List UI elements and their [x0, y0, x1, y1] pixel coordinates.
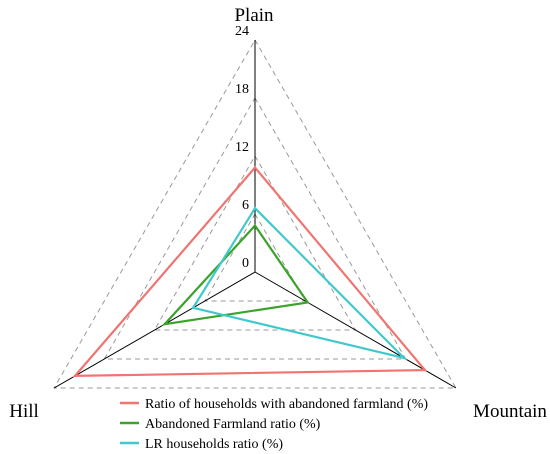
series-polygon-1 [161, 223, 310, 326]
tick-label-24: 24 [235, 24, 249, 39]
radar-series [72, 165, 428, 378]
data-point-2-mountain [402, 356, 406, 360]
legend-label-abandoned-households: Ratio of households with abandoned farml… [145, 397, 428, 412]
legend-label-lr-households: LR households ratio (%) [145, 437, 283, 452]
data-point-2-plain [253, 207, 257, 210]
legend-item-lr-households: LR households ratio (%) [120, 437, 283, 452]
legend-item-abandoned-farmland: Abandoned Farmland ratio (%) [120, 417, 321, 432]
tick-label-12: 12 [235, 140, 249, 155]
grid-ring-24 [53, 38, 457, 389]
tick-label-6: 6 [242, 198, 249, 213]
axis-label-mountain: Mountain [473, 401, 547, 422]
legend: Ratio of households with abandoned farml… [120, 397, 428, 452]
legend-item-abandoned-households: Ratio of households with abandoned farml… [120, 397, 428, 412]
tick-label-0: 0 [242, 256, 249, 271]
radar-grid [53, 38, 457, 389]
legend-label-abandoned-farmland: Abandoned Farmland ratio (%) [145, 417, 321, 432]
data-point-1-mountain [306, 301, 309, 304]
data-point-1-hill [163, 323, 166, 326]
grid-ring-18 [103, 97, 407, 360]
data-point-0-plain [253, 166, 257, 169]
series-polygon-0 [72, 165, 428, 378]
tick-label-18: 18 [235, 82, 249, 97]
data-point-0-hill [73, 374, 77, 378]
axis-label-plain: Plain [234, 5, 274, 26]
radial-tick-labels: 0 6 12 18 24 [235, 24, 249, 271]
data-point-2-hill [191, 306, 195, 309]
series-polygon-2 [191, 206, 408, 360]
axis-label-hill: Hill [9, 401, 39, 422]
grid-ring-12 [153, 155, 357, 331]
axis-line-hill [53, 271, 256, 389]
data-point-0-mountain [423, 368, 427, 372]
data-point-1-plain [253, 224, 257, 227]
